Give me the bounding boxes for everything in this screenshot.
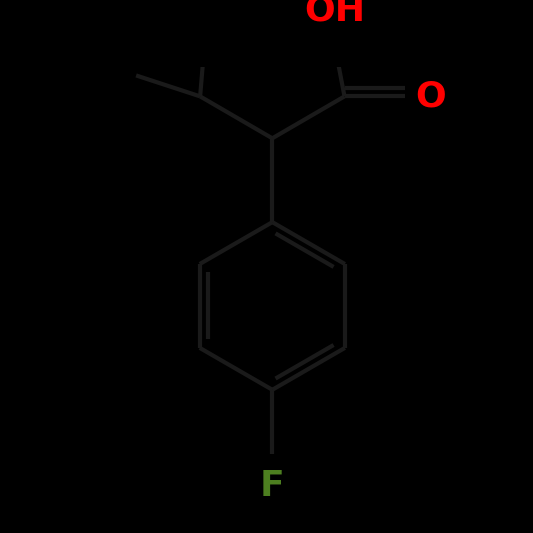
Text: O: O	[415, 79, 446, 114]
Text: F: F	[260, 470, 285, 504]
Text: OH: OH	[305, 0, 366, 27]
